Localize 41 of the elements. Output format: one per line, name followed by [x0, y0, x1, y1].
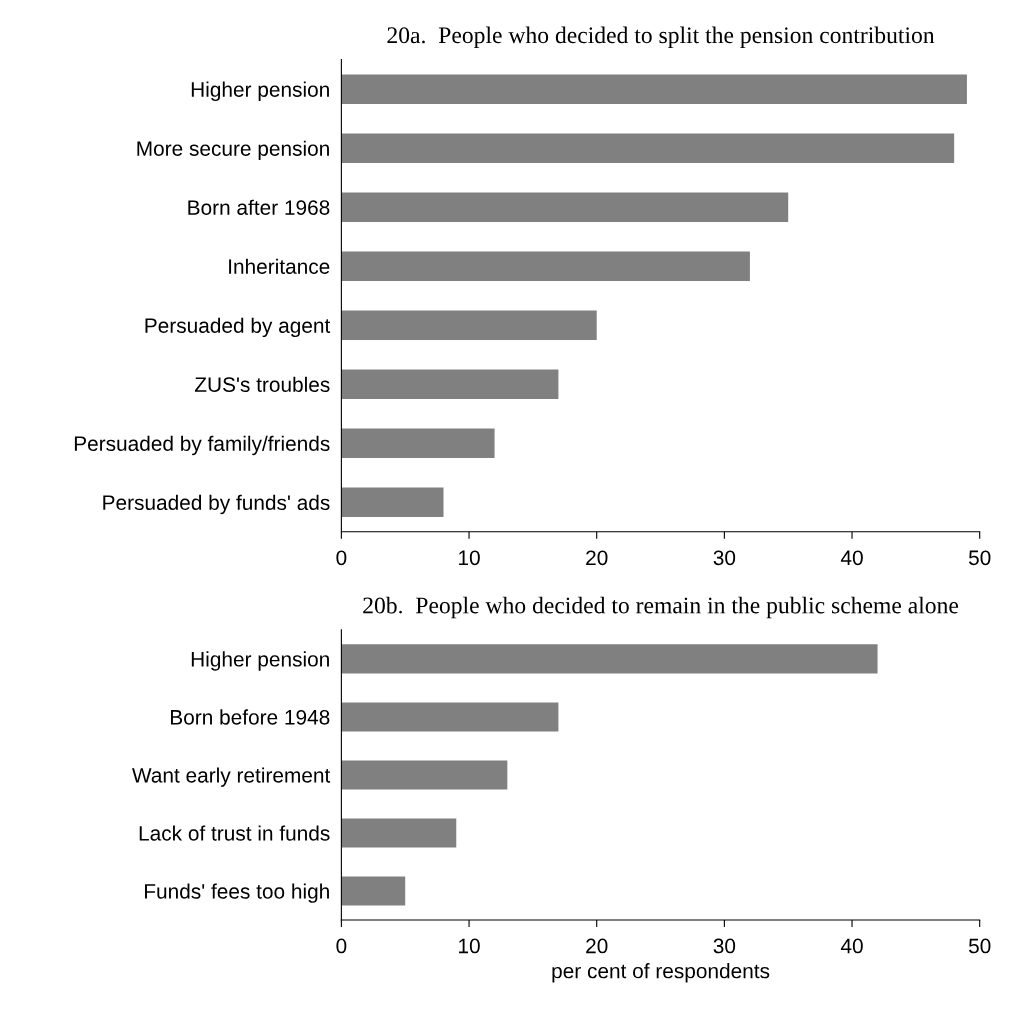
y-tick-label: Want early retirement	[132, 767, 331, 787]
bar	[341, 74, 967, 104]
x-tick-label: 40	[840, 550, 863, 566]
y-tick-label: Born before 1948	[170, 709, 330, 725]
x-tick-label: 0	[336, 938, 347, 954]
bar	[341, 760, 508, 790]
y-tick-label: Higher pension	[191, 651, 329, 671]
x-tick-label: 0	[336, 550, 347, 566]
x-tick-label: 10	[459, 550, 480, 566]
bar	[341, 487, 444, 518]
x-tick-label: 50	[968, 550, 991, 566]
y-tick-label: Funds' fees too high	[145, 883, 329, 903]
x-tick-label: 20	[586, 938, 608, 954]
x-tick-label: 40	[840, 938, 863, 954]
x-tick-label: 50	[968, 938, 991, 954]
y-tick-label: More secure pension	[137, 140, 329, 161]
y-tick-label: Inheritance	[229, 258, 330, 274]
y-tick-label: Persuaded by funds' ads	[103, 494, 330, 515]
x-tick-label: 20	[586, 550, 608, 566]
x-tick-label: 10	[459, 938, 480, 954]
y-tick-label: Born after 1968	[188, 199, 330, 215]
bar	[341, 133, 955, 163]
y-tick-label: Lack of trust in funds	[139, 825, 330, 841]
x-tick-label: 30	[713, 550, 736, 566]
y-tick-label: Persuaded by agent	[145, 317, 331, 338]
bar	[341, 818, 457, 848]
bar	[341, 644, 878, 674]
bar	[341, 428, 495, 459]
bar	[341, 310, 597, 340]
chart-title: 20a. People who decided to split the pension contribution	[387, 26, 935, 49]
y-tick-label: ZUS's troubles	[194, 376, 330, 392]
chart-title: 20b. People who decided to remain in the public scheme alone	[363, 596, 959, 619]
bar	[341, 369, 559, 399]
bar	[341, 876, 406, 906]
bar	[341, 192, 789, 222]
bar	[341, 702, 559, 732]
x-tick-label: 30	[713, 938, 736, 954]
x-axis-title: per cent of respondents	[552, 963, 770, 983]
bar	[341, 251, 750, 281]
y-tick-label: Higher pension	[191, 81, 329, 102]
y-tick-label: Persuaded by family/friends	[74, 435, 330, 456]
